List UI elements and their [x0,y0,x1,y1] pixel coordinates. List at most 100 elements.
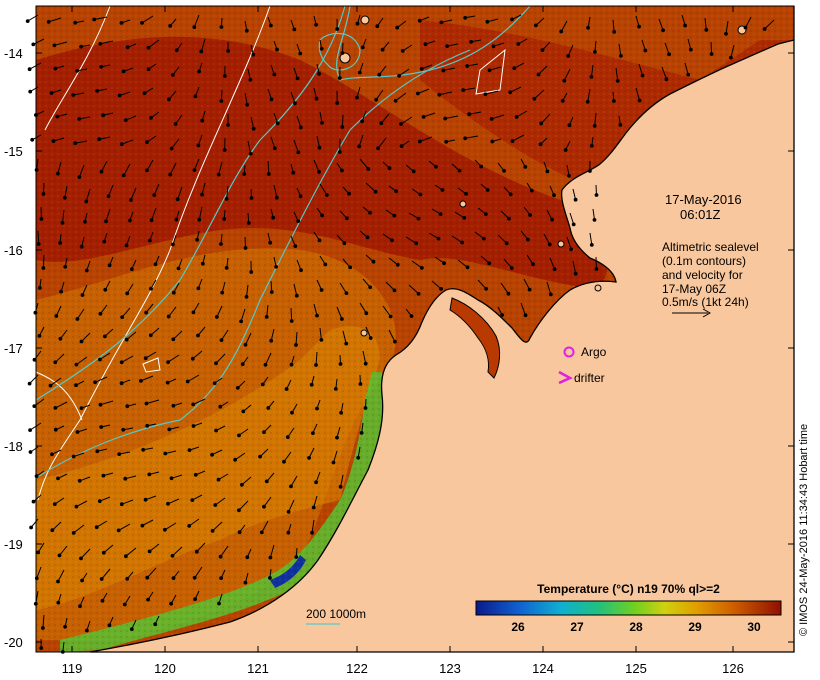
velocity-arrow [520,302,526,316]
velocity-arrow-head [199,49,204,54]
velocity-arrow [250,116,255,129]
velocity-arrow-head [171,73,175,77]
velocity-arrow-head [243,580,248,585]
velocity-arrow-head [502,169,507,173]
velocity-arrow-head [443,116,448,121]
velocity-arrow-head [594,267,599,271]
velocity-arrow-head [48,383,53,388]
velocity-arrow-head [170,553,175,558]
velocity-arrow-head [465,265,470,270]
velocity-arrow-head [245,555,250,560]
velocity-arrow-head [117,452,122,457]
velocity-arrow [560,20,568,32]
velocity-arrow-head [365,235,370,240]
velocity-arrow-head [516,42,521,46]
velocity-arrow-head [249,270,254,274]
velocity-arrow-head [637,24,641,29]
velocity-arrow [193,158,200,171]
velocity-arrow [336,306,343,320]
velocity-arrow-head [275,121,280,126]
velocity-arrow-head [41,266,46,270]
velocity-arrow [215,353,226,364]
velocity-arrow-head [54,314,59,318]
velocity-arrow [290,307,293,322]
velocity-arrow-head [314,22,319,27]
velocity-arrow-head [191,424,196,428]
velocity-arrow-head [95,449,100,454]
velocity-arrow-head [395,25,400,30]
velocity-arrow-head [153,262,158,267]
velocity-arrow-head [51,139,56,144]
velocity-arrow [194,566,203,579]
legend-line: Altimetric sealevel [662,240,759,254]
velocity-arrow [635,87,641,101]
velocity-arrow-head [314,480,319,485]
velocity-arrow-head [77,117,82,121]
velocity-arrow-head [416,291,421,296]
velocity-arrow [121,307,131,318]
velocity-arrow [341,114,344,128]
velocity-arrow-head [637,98,642,103]
velocity-arrow-head [573,271,578,276]
velocity-arrow-head [399,122,403,126]
velocity-arrow-head [124,243,129,248]
velocity-arrow-head [589,75,594,79]
velocity-arrow-head [548,292,553,297]
velocity-arrow-head [360,119,365,124]
velocity-arrow-head [512,66,517,71]
velocity-arrow-head [387,166,392,171]
velocity-arrow-head [119,381,124,386]
velocity-arrow-head [268,555,273,560]
velocity-arrow-head [284,387,289,391]
velocity-arrow [365,182,376,193]
velocity-arrow-head [373,189,378,194]
velocity-arrow-head [340,317,344,321]
velocity-arrow-head [75,430,80,434]
velocity-arrow-head [263,362,268,367]
velocity-arrow-head [140,523,145,528]
velocity-arrow-head [444,139,449,144]
velocity-arrow [316,135,320,148]
velocity-arrow-head [140,21,144,25]
velocity-arrow-head [593,50,597,54]
velocity-arrow [100,40,114,45]
velocity-arrow-head [197,69,202,74]
velocity-arrow [146,567,157,579]
velocity-arrow [101,568,111,580]
velocity-arrow-head [368,336,373,340]
velocity-arrow-head [417,18,422,23]
velocity-arrow-head [79,556,83,561]
velocity-arrow [382,305,392,317]
velocity-arrow-head [612,99,616,103]
velocity-arrow-head [295,76,300,81]
velocity-arrow [245,332,252,346]
velocity-arrow-head [75,317,80,321]
velocity-arrow-head [58,336,63,341]
velocity-arrow [333,450,338,463]
velocity-arrow [269,544,275,558]
velocity-arrow-head [262,430,266,435]
date-label: 17-May-2016 [665,192,742,207]
velocity-arrow-head [375,24,380,29]
velocity-arrow [108,184,114,197]
velocity-arrow-head [508,192,513,197]
velocity-arrow-head [210,529,215,533]
argo-marker [563,346,575,358]
velocity-arrow [388,329,396,342]
velocity-arrow [171,138,180,149]
velocity-arrow-head [594,193,599,197]
velocity-arrow [664,42,670,55]
velocity-arrow-head [566,54,571,58]
velocity-arrow-head [169,146,174,151]
velocity-arrow-head [63,624,67,629]
velocity-arrow [267,160,270,175]
velocity-arrow [443,67,456,71]
velocity-arrow-head [129,267,134,272]
velocity-arrow-head [74,362,79,367]
velocity-arrow-head [688,47,693,52]
velocity-arrow-head [187,448,192,453]
velocity-arrow-head [360,45,365,50]
velocity-arrow-head [333,387,338,391]
velocity-arrow-head [28,428,33,433]
velocity-arrow-head [125,576,130,581]
